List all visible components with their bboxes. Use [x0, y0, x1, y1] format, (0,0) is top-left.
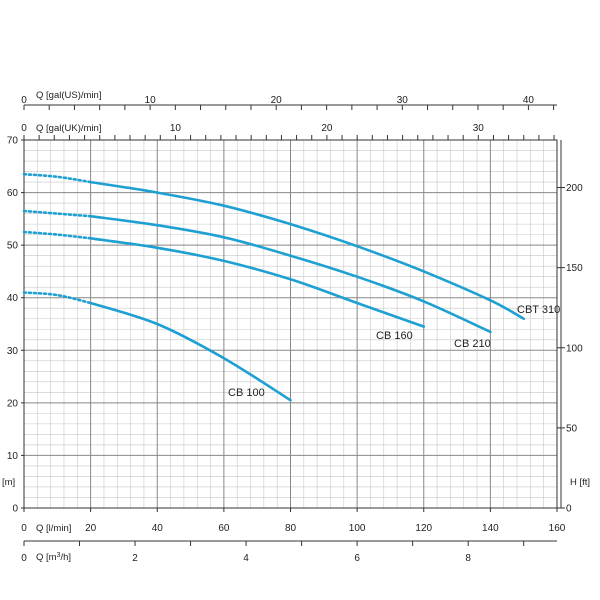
uk-tick-label: 10	[170, 123, 182, 134]
uk-tick-label: 0	[21, 123, 27, 134]
m3h-label-prefix: Q [m	[36, 552, 57, 563]
us-tick-label: 40	[523, 95, 535, 106]
uk-axis-label: Q [gal(UK)/min]	[36, 123, 101, 134]
series-line-cb-100	[89, 301, 292, 402]
y-tick-label: 60	[7, 188, 19, 199]
series-label-cbt-310: CBT 310	[517, 304, 560, 316]
m3h-tick-label: 2	[132, 553, 138, 564]
series-label-cb-100: CB 100	[228, 387, 265, 399]
right-axis-label: H [ft]	[570, 477, 590, 488]
series-dotted-cb-160	[22, 230, 92, 240]
x-tick-label: 60	[218, 523, 230, 534]
x-tick-label: 160	[549, 523, 566, 534]
chart-grid	[24, 140, 557, 508]
uk-tick-label: 30	[473, 123, 485, 134]
m3h-label-sup: 3	[57, 552, 61, 559]
series-line-cb-160	[89, 237, 426, 328]
x-tick-label: 140	[482, 523, 499, 534]
m3h-tick-label: 0	[21, 553, 27, 564]
x-tick-label: 20	[85, 523, 97, 534]
y-tick-label: 10	[7, 451, 19, 462]
series-dotted-cb-100	[22, 291, 92, 305]
us-tick-label: 10	[145, 95, 157, 106]
series-dotted-cbt-310	[22, 172, 92, 184]
us-tick-label: 30	[397, 95, 409, 106]
m3h-axis-label: Q [m3/h]	[36, 552, 71, 564]
ft-tick-label: 100	[566, 343, 583, 354]
y-tick-label: 70	[7, 136, 19, 147]
x-axis-label: Q [l/min]	[36, 523, 71, 534]
x-tick-label: 80	[285, 523, 297, 534]
ft-tick-label: 50	[566, 423, 578, 434]
m3h-tick-label: 4	[243, 553, 249, 564]
series-label-cb-210: CB 210	[454, 338, 491, 350]
series-label-cb-160: CB 160	[376, 330, 413, 342]
m3h-label-suffix: /h]	[61, 552, 72, 563]
m3h-tick-label: 6	[354, 553, 360, 564]
y-tick-label: 50	[7, 241, 19, 252]
series-line-cbt-310	[89, 180, 525, 320]
y-axis-label: [m]	[2, 477, 15, 488]
x-tick-label: 100	[349, 523, 366, 534]
y-tick-label: 20	[7, 398, 19, 409]
y-tick-label: 30	[7, 346, 19, 357]
us-tick-label: 0	[21, 95, 27, 106]
series-line-cb-210	[89, 214, 492, 334]
us-axis-label: Q [gal(US)/min]	[36, 90, 101, 101]
chart-axes	[21, 104, 565, 546]
uk-tick-label: 20	[321, 123, 333, 134]
y-tick-label: 0	[12, 504, 18, 515]
x-tick-label: 120	[415, 523, 432, 534]
x-tick-label: 0	[21, 523, 27, 534]
ft-tick-label: 150	[566, 263, 583, 274]
us-tick-label: 20	[271, 95, 283, 106]
ft-tick-label: 0	[566, 504, 572, 515]
ft-tick-label: 200	[566, 183, 583, 194]
chart-series	[22, 172, 525, 402]
x-tick-label: 40	[152, 523, 164, 534]
series-dotted-cb-210	[22, 209, 92, 218]
m3h-tick-label: 8	[465, 553, 471, 564]
y-tick-label: 40	[7, 293, 19, 304]
